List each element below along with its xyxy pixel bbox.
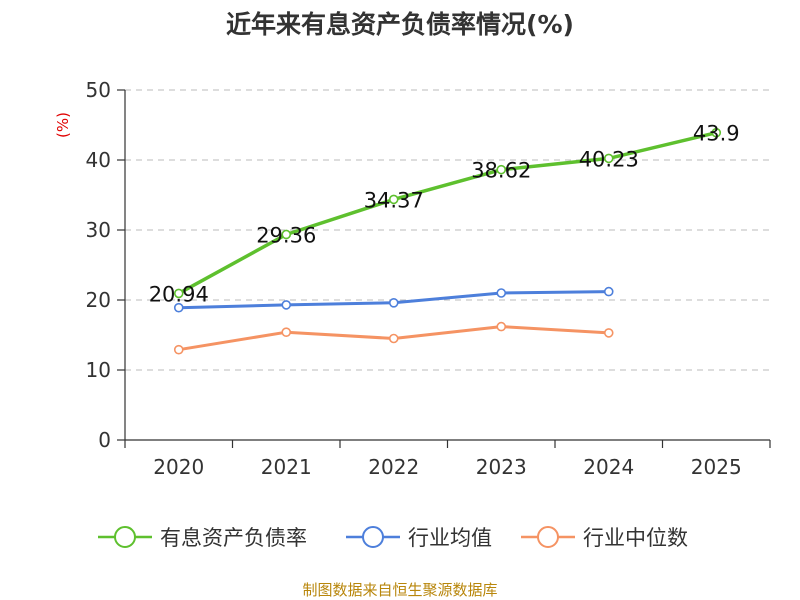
data-point <box>388 297 399 308</box>
legend-item[interactable]: 有息资产负债率 <box>98 526 307 550</box>
legend-label: 有息资产负债率 <box>160 526 307 550</box>
series-line <box>177 130 718 296</box>
y-tick-label: 40 <box>86 148 111 172</box>
x-tick-label: 2020 <box>153 455 204 479</box>
data-point <box>388 333 399 344</box>
data-point <box>496 321 507 332</box>
x-tick-label: 2023 <box>476 455 527 479</box>
data-point <box>496 288 507 298</box>
legend-label: 行业中位数 <box>583 526 688 550</box>
data-point <box>173 344 184 355</box>
source-note: 制图数据来自恒生聚源数据库 <box>302 581 497 599</box>
data-label: 34.37 <box>364 188 424 212</box>
data-label: 20.94 <box>149 282 209 306</box>
data-label: 40.23 <box>579 147 639 171</box>
data-point <box>173 288 184 299</box>
data-label: 29.36 <box>256 223 316 247</box>
data-point <box>281 229 292 240</box>
x-tick-label: 2025 <box>691 455 742 479</box>
y-tick-label: 30 <box>86 218 111 242</box>
legend-item[interactable]: 行业中位数 <box>521 526 688 550</box>
data-label: 38.62 <box>471 159 531 183</box>
legend-marker-icon <box>537 526 559 548</box>
x-tick-label: 2024 <box>583 455 634 479</box>
y-tick-label: 50 <box>86 78 111 102</box>
data-point <box>603 153 614 164</box>
data-point <box>603 286 614 297</box>
y-tick-label: 10 <box>86 358 111 382</box>
data-point <box>173 302 184 313</box>
data-point <box>281 300 292 310</box>
legend-item[interactable]: 行业均值 <box>346 526 492 550</box>
data-point <box>496 164 507 175</box>
x-tick-label: 2021 <box>261 455 312 479</box>
y-tick-label: 0 <box>98 428 111 452</box>
data-point <box>388 194 399 205</box>
x-tick-label: 2022 <box>368 455 419 479</box>
data-point <box>711 127 722 138</box>
chart-title: 近年来有息资产负债率情况(%) <box>226 10 574 39</box>
data-point <box>603 328 614 338</box>
y-axis-label: (%) <box>54 112 72 138</box>
legend-label: 行业均值 <box>408 526 492 550</box>
legend-marker-icon <box>114 526 136 548</box>
legend-marker-icon <box>362 526 384 548</box>
data-label: 43.9 <box>693 122 740 146</box>
data-point <box>281 327 292 338</box>
y-tick-label: 20 <box>86 288 111 312</box>
